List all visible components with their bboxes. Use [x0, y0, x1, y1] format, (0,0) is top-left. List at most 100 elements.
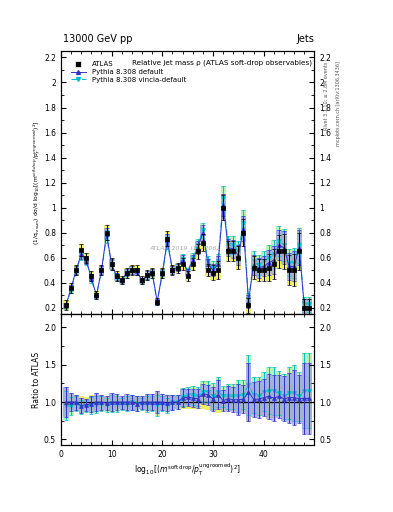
- Bar: [134, 268, 140, 275]
- Bar: [170, 395, 175, 410]
- Bar: [165, 397, 170, 413]
- Bar: [286, 249, 292, 276]
- Bar: [134, 396, 140, 408]
- Bar: [302, 376, 307, 428]
- Bar: [145, 271, 150, 279]
- Bar: [231, 237, 236, 254]
- Bar: [94, 293, 99, 298]
- Bar: [89, 395, 94, 409]
- Bar: [261, 389, 266, 416]
- Bar: [200, 225, 206, 240]
- Bar: [180, 395, 185, 409]
- Bar: [307, 296, 312, 311]
- Bar: [63, 304, 68, 309]
- Bar: [114, 396, 119, 412]
- Bar: [236, 245, 241, 265]
- Bar: [256, 258, 261, 278]
- Bar: [175, 395, 180, 409]
- Bar: [145, 396, 150, 409]
- Bar: [261, 251, 266, 271]
- Bar: [256, 259, 261, 282]
- Bar: [281, 386, 286, 418]
- Bar: [99, 396, 104, 408]
- Bar: [180, 254, 185, 264]
- Bar: [129, 396, 134, 408]
- Bar: [79, 396, 84, 408]
- Bar: [140, 398, 145, 410]
- Bar: [286, 253, 292, 280]
- Bar: [89, 274, 94, 282]
- Bar: [124, 396, 129, 411]
- Bar: [73, 268, 79, 275]
- Bar: [241, 392, 246, 412]
- Bar: [292, 370, 297, 425]
- Bar: [124, 396, 129, 409]
- Bar: [206, 381, 211, 402]
- Bar: [220, 395, 226, 410]
- Bar: [211, 393, 215, 412]
- Bar: [190, 389, 195, 407]
- Bar: [170, 396, 175, 408]
- Bar: [185, 389, 190, 406]
- Bar: [246, 293, 251, 305]
- Bar: [150, 268, 155, 278]
- Bar: [185, 387, 190, 404]
- Bar: [251, 381, 256, 417]
- Bar: [220, 195, 226, 220]
- Bar: [190, 258, 195, 270]
- Bar: [286, 384, 292, 420]
- Bar: [297, 232, 302, 270]
- Text: 13000 GeV pp: 13000 GeV pp: [63, 33, 132, 44]
- Bar: [297, 228, 302, 263]
- Bar: [261, 259, 266, 282]
- Bar: [241, 385, 246, 414]
- Bar: [155, 300, 160, 305]
- Bar: [271, 368, 276, 415]
- Bar: [175, 395, 180, 409]
- Bar: [251, 255, 256, 275]
- Bar: [206, 257, 211, 266]
- Bar: [211, 262, 215, 274]
- Bar: [165, 396, 170, 408]
- Bar: [160, 268, 165, 278]
- Bar: [236, 246, 241, 269]
- Bar: [73, 265, 79, 275]
- Bar: [114, 274, 119, 282]
- Bar: [185, 268, 190, 275]
- Bar: [195, 239, 200, 251]
- Bar: [63, 389, 68, 416]
- Bar: [211, 387, 215, 412]
- Bar: [271, 249, 276, 279]
- Bar: [292, 365, 297, 421]
- Bar: [104, 396, 109, 408]
- Bar: [140, 397, 145, 408]
- Bar: [150, 396, 155, 409]
- Bar: [89, 397, 94, 414]
- Text: Jets: Jets: [297, 33, 314, 44]
- Bar: [200, 383, 206, 404]
- Bar: [134, 265, 140, 275]
- Bar: [246, 355, 251, 415]
- Bar: [124, 394, 129, 410]
- Bar: [165, 395, 170, 411]
- Bar: [246, 363, 251, 421]
- Bar: [79, 250, 84, 260]
- Bar: [246, 295, 251, 308]
- Bar: [195, 387, 200, 406]
- Bar: [73, 396, 79, 411]
- Bar: [104, 225, 109, 240]
- Text: ATLAS_2019_I1772062: ATLAS_2019_I1772062: [150, 245, 221, 251]
- Bar: [256, 381, 261, 417]
- Text: Rivet 3.1.10; ≥ 2.8M events: Rivet 3.1.10; ≥ 2.8M events: [324, 61, 329, 130]
- Bar: [63, 387, 68, 417]
- Bar: [124, 268, 129, 278]
- Bar: [236, 242, 241, 262]
- Bar: [94, 294, 99, 299]
- Bar: [79, 244, 84, 257]
- Bar: [84, 258, 89, 265]
- Bar: [226, 393, 231, 411]
- Bar: [170, 395, 175, 410]
- Bar: [251, 251, 256, 271]
- Bar: [124, 270, 129, 278]
- Bar: [307, 363, 312, 434]
